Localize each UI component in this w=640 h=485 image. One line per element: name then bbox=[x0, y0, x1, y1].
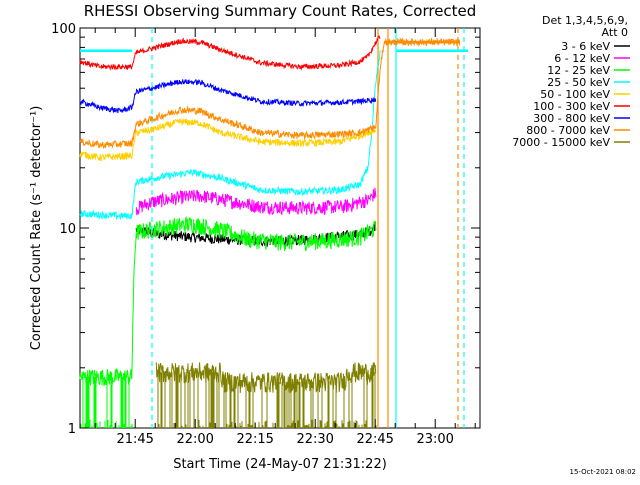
low-rate-green-bursts bbox=[80, 376, 133, 428]
legend-label: 7000 - 15000 keV bbox=[512, 136, 610, 149]
legend-item: 100 - 300 keV bbox=[533, 100, 630, 113]
series-line bbox=[79, 34, 381, 71]
x-tick-label: 21:45 bbox=[116, 432, 153, 447]
y-tick-label: 100 bbox=[51, 22, 76, 37]
legend-label: 12 - 25 keV bbox=[547, 64, 610, 77]
y-axis-label: Corrected Count Rate (s⁻¹ detector⁻¹) bbox=[29, 106, 44, 351]
series-line bbox=[79, 78, 377, 114]
burst-bars bbox=[157, 372, 220, 428]
x-axis-label: Start Time (24-May-07 21:31:22) bbox=[173, 457, 387, 472]
legend-label: 50 - 100 keV bbox=[540, 88, 610, 101]
series-25-50-keV bbox=[79, 50, 381, 221]
legend-label: 25 - 50 keV bbox=[547, 76, 610, 89]
olive-bursts-c bbox=[347, 372, 377, 428]
legend-item: 50 - 100 keV bbox=[540, 88, 630, 101]
x-tick-label: 22:45 bbox=[356, 432, 393, 447]
legend-item: 25 - 50 keV bbox=[547, 76, 630, 89]
legend-label: 3 - 6 keV bbox=[561, 40, 610, 53]
series-line bbox=[135, 187, 377, 216]
burst-bars bbox=[347, 372, 377, 428]
legend-item: 12 - 25 keV bbox=[547, 64, 630, 77]
x-tick-label: 23:00 bbox=[416, 432, 453, 447]
series-300-800-keV bbox=[79, 78, 377, 114]
x-tick-label: 22:00 bbox=[176, 432, 213, 447]
legend-item: 300 - 800 keV bbox=[533, 112, 630, 125]
chart-title: RHESSI Observing Summary Count Rates, Co… bbox=[84, 2, 477, 20]
y-tick-label: 10 bbox=[59, 222, 76, 237]
legend-item: 6 - 12 keV bbox=[554, 52, 630, 65]
legend-header-line-2: Att 0 bbox=[602, 26, 628, 39]
olive-bursts-a bbox=[157, 372, 220, 428]
legend-item: 7000 - 15000 keV bbox=[512, 136, 630, 149]
timestamp: 15-Oct-2021 08:02 bbox=[570, 468, 636, 476]
burst-bars bbox=[80, 376, 133, 428]
x-tick-label: 22:30 bbox=[296, 432, 333, 447]
x-axis-ticks: 21:45 22:00 22:15 22:30 22:45 23:00 bbox=[94, 28, 476, 447]
y-axis-ticks: 1 10 100 bbox=[51, 22, 480, 437]
series-line bbox=[79, 50, 381, 221]
legend-item: 800 - 7000 keV bbox=[526, 124, 630, 137]
x-tick-label: 22:15 bbox=[236, 432, 273, 447]
series-line bbox=[155, 362, 377, 393]
legend-label: 300 - 800 keV bbox=[533, 112, 610, 125]
legend-item: 3 - 6 keV bbox=[561, 40, 630, 53]
legend-label: 800 - 7000 keV bbox=[526, 124, 610, 137]
plot-area: 1 10 100 21:45 22:00 22:15 22:30 22:45 23:00 bbox=[51, 22, 481, 447]
olive-bursts-b bbox=[223, 381, 345, 428]
series-7000-15000-keV bbox=[155, 362, 377, 393]
y-tick-label: 1 bbox=[68, 422, 76, 437]
series-6-12-keV bbox=[135, 187, 377, 216]
legend-header-line-1: Det 1,3,4,5,6,9, bbox=[542, 14, 628, 27]
series-50-100-keV bbox=[79, 118, 377, 162]
legend-label: 6 - 12 keV bbox=[554, 52, 610, 65]
series-line bbox=[79, 118, 377, 162]
series-100-300-keV bbox=[79, 34, 381, 71]
series-layer bbox=[79, 34, 468, 428]
legend-label: 100 - 300 keV bbox=[533, 100, 610, 113]
burst-bars bbox=[223, 381, 345, 428]
